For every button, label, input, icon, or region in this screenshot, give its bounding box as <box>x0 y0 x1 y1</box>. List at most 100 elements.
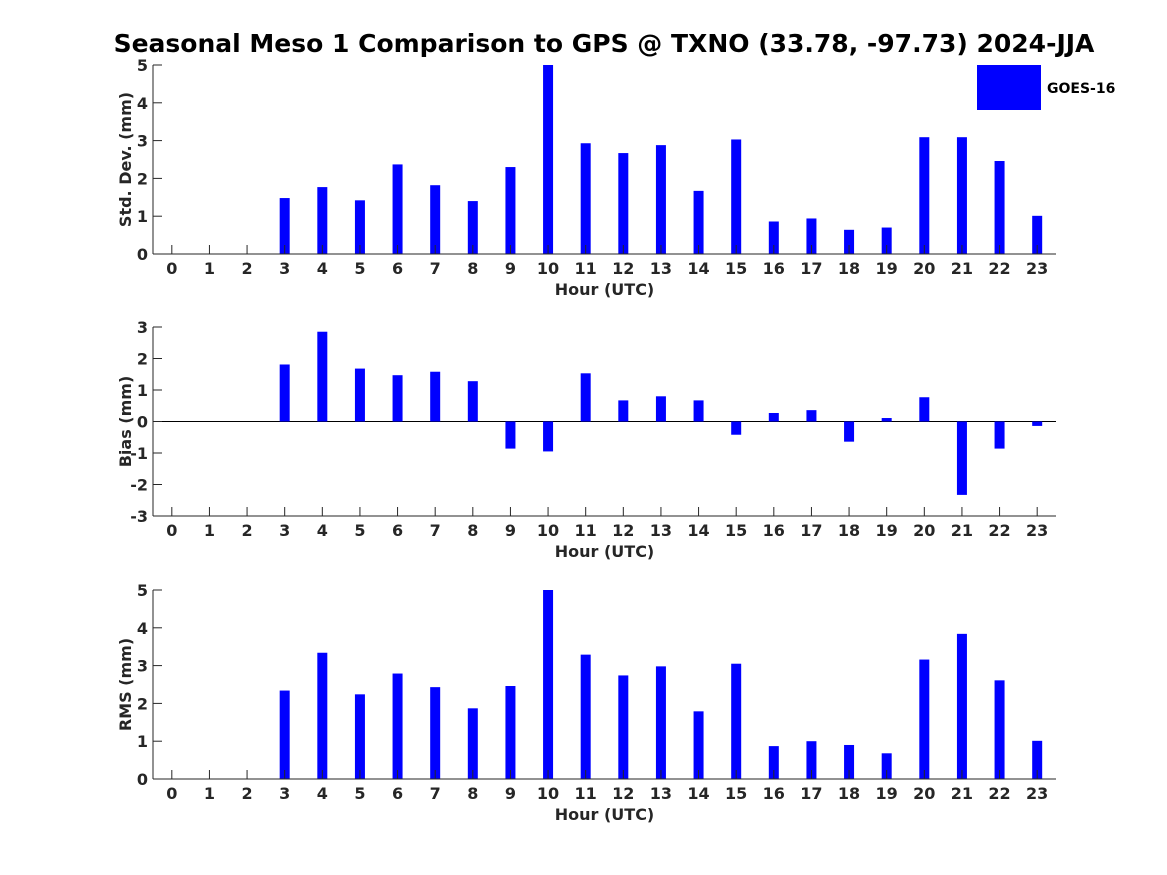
bias-bar-hour-10 <box>543 421 554 452</box>
stddev-x-tick-label-5: 5 <box>354 259 365 278</box>
bias-x-tick-label-2: 2 <box>241 521 252 540</box>
stddev-bar-hour-18 <box>844 229 855 254</box>
stddev-x-tick-label-2: 2 <box>241 259 252 278</box>
rms-x-tick-label-7: 7 <box>430 784 441 803</box>
rms-bar-hour-11 <box>580 654 591 779</box>
rms-bar-hour-13 <box>655 666 666 779</box>
bias-y-tick-label-1: 1 <box>137 381 148 400</box>
rms-x-tick-label-11: 11 <box>575 784 597 803</box>
stddev-bar-hour-10 <box>543 65 554 254</box>
bias-y-tick-label-3: 3 <box>137 318 148 337</box>
bias-x-tick-label-22: 22 <box>988 521 1010 540</box>
stddev-bar-hour-3 <box>279 198 290 254</box>
bias-x-tick-label-10: 10 <box>537 521 559 540</box>
rms-bar-hour-10 <box>543 590 554 779</box>
bias-y-tick-label--1: -1 <box>130 444 148 463</box>
rms-x-tick-label-23: 23 <box>1026 784 1048 803</box>
stddev-bar-hour-13 <box>655 145 666 254</box>
stddev-x-tick-label-12: 12 <box>612 259 634 278</box>
bias-x-tick-label-7: 7 <box>430 521 441 540</box>
rms-bar-hour-7 <box>430 687 441 779</box>
bias-x-tick-label-21: 21 <box>951 521 973 540</box>
stddev-bar-hour-22 <box>994 161 1005 254</box>
stddev-x-tick-label-17: 17 <box>800 259 822 278</box>
stddev-bar-hour-8 <box>467 201 478 254</box>
stddev-bar-hour-15 <box>731 139 742 254</box>
rms-y-tick-label-5: 5 <box>137 581 148 600</box>
stddev-x-tick-label-7: 7 <box>430 259 441 278</box>
rms-x-tick-label-14: 14 <box>687 784 709 803</box>
bias-x-tick-label-20: 20 <box>913 521 935 540</box>
bias-x-axis-label: Hour (UTC) <box>555 542 655 561</box>
rms-bar-hour-5 <box>354 694 365 779</box>
bias-x-tick-label-18: 18 <box>838 521 860 540</box>
rms-x-tick-label-12: 12 <box>612 784 634 803</box>
rms-x-tick-label-21: 21 <box>951 784 973 803</box>
rms-bar-hour-4 <box>317 652 328 779</box>
stddev-bar-hour-16 <box>768 221 779 254</box>
bias-bar-hour-16 <box>768 412 779 422</box>
stddev-x-tick-label-19: 19 <box>876 259 898 278</box>
stddev-bar-hour-17 <box>806 218 817 254</box>
legend: GOES-16 <box>977 65 1115 110</box>
stddev-x-tick-label-8: 8 <box>467 259 478 278</box>
bias-y-tick-label-2: 2 <box>137 350 148 369</box>
bias-bar-hour-18 <box>844 421 855 442</box>
rms-x-tick-label-3: 3 <box>279 784 290 803</box>
bias-panel: 0 1 2 3 4 5 6 7 8 9 10 11 12 13 14 15 16 17 18 19 20 21 22 23-3… <box>116 318 1056 561</box>
rms-panel: 0 1 2 3 4 5 6 7 8 9 10 11 12 13 14 15 16 17 18 19 20 21 22 2301… <box>116 581 1056 824</box>
rms-bar-hour-6 <box>392 673 403 779</box>
bias-bar-hour-17 <box>806 410 817 422</box>
stddev-bar-hour-21 <box>956 137 967 254</box>
stddev-y-tick-label-2: 2 <box>137 169 148 188</box>
stddev-x-tick-label-23: 23 <box>1026 259 1048 278</box>
stddev-x-tick-label-22: 22 <box>988 259 1010 278</box>
stddev-bar-hour-19 <box>881 227 892 254</box>
bias-bar-hour-7 <box>430 371 441 422</box>
rms-x-tick-label-15: 15 <box>725 784 747 803</box>
stddev-x-tick-label-14: 14 <box>687 259 709 278</box>
stddev-x-tick-label-4: 4 <box>317 259 328 278</box>
stddev-bar-hour-6 <box>392 164 403 254</box>
rms-x-tick-label-0: 0 <box>166 784 177 803</box>
rms-bar-hour-9 <box>505 686 516 779</box>
rms-bar-hour-21 <box>956 633 967 779</box>
bias-x-tick-label-16: 16 <box>763 521 785 540</box>
rms-bar-hour-14 <box>693 711 704 779</box>
stddev-bar-hour-11 <box>580 143 591 254</box>
bias-x-tick-label-15: 15 <box>725 521 747 540</box>
stddev-x-tick-label-0: 0 <box>166 259 177 278</box>
rms-x-tick-label-5: 5 <box>354 784 365 803</box>
rms-y-axis-label: RMS (mm) <box>116 638 135 731</box>
rms-x-tick-label-13: 13 <box>650 784 672 803</box>
stddev-x-tick-label-6: 6 <box>392 259 403 278</box>
stddev-x-tick-label-20: 20 <box>913 259 935 278</box>
rms-x-axis-label: Hour (UTC) <box>555 805 655 824</box>
rms-x-tick-label-4: 4 <box>317 784 328 803</box>
figure-title: Seasonal Meso 1 Comparison to GPS @ TXNO… <box>114 29 1095 58</box>
stddev-bar-hour-14 <box>693 190 704 254</box>
bias-x-tick-label-4: 4 <box>317 521 328 540</box>
rms-x-tick-label-19: 19 <box>876 784 898 803</box>
stddev-bar-hour-9 <box>505 167 516 254</box>
rms-y-tick-label-4: 4 <box>137 619 148 638</box>
bias-x-tick-label-3: 3 <box>279 521 290 540</box>
rms-x-tick-label-10: 10 <box>537 784 559 803</box>
rms-x-tick-label-1: 1 <box>204 784 215 803</box>
bias-bar-hour-12 <box>618 400 629 422</box>
stddev-x-tick-label-13: 13 <box>650 259 672 278</box>
rms-bar-hour-23 <box>1032 740 1043 779</box>
bias-x-tick-label-12: 12 <box>612 521 634 540</box>
stddev-bar-hour-5 <box>354 200 365 254</box>
bias-y-tick-label--3: -3 <box>130 507 148 526</box>
stddev-x-tick-label-18: 18 <box>838 259 860 278</box>
rms-bar-hour-8 <box>467 708 478 779</box>
rms-x-tick-label-6: 6 <box>392 784 403 803</box>
bias-x-tick-label-19: 19 <box>876 521 898 540</box>
rms-x-tick-label-20: 20 <box>913 784 935 803</box>
bias-x-tick-label-14: 14 <box>687 521 709 540</box>
bias-bar-hour-14 <box>693 400 704 422</box>
rms-x-tick-label-8: 8 <box>467 784 478 803</box>
rms-bar-hour-19 <box>881 753 892 779</box>
